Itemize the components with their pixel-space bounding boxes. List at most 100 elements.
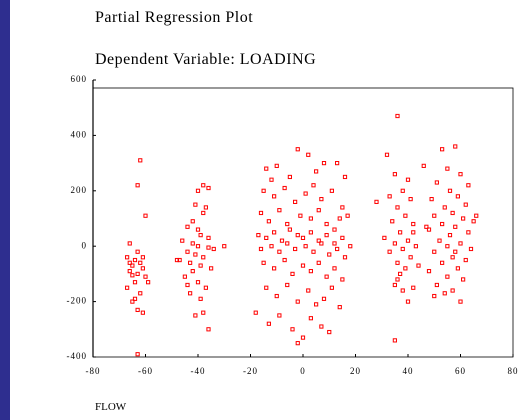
point — [138, 158, 143, 163]
point — [285, 282, 290, 288]
point — [132, 296, 138, 301]
point — [282, 257, 287, 263]
point — [201, 310, 206, 315]
point — [466, 230, 471, 235]
point — [390, 219, 395, 224]
point — [458, 299, 463, 304]
point — [447, 188, 453, 193]
point — [195, 244, 201, 249]
point — [471, 219, 476, 224]
point — [426, 269, 432, 274]
point — [311, 249, 316, 254]
point — [400, 246, 405, 252]
point — [193, 202, 198, 207]
point — [211, 246, 216, 252]
point — [314, 169, 319, 174]
chart-title: Partial Regression Plot — [95, 9, 253, 26]
point — [195, 280, 201, 285]
point — [308, 230, 313, 235]
point — [182, 274, 187, 279]
point — [290, 271, 295, 276]
point — [306, 152, 311, 157]
point — [201, 183, 206, 188]
point — [327, 329, 332, 335]
y-tick-label: -200 — [67, 296, 88, 306]
point — [440, 221, 445, 227]
point — [395, 260, 400, 265]
point — [400, 188, 405, 193]
point — [146, 280, 151, 285]
point — [319, 197, 324, 202]
point — [272, 194, 277, 199]
point — [298, 213, 303, 218]
point — [290, 327, 295, 332]
point — [198, 233, 203, 238]
point — [450, 288, 455, 293]
point — [398, 230, 403, 235]
point — [203, 285, 208, 290]
point — [392, 282, 397, 288]
point — [335, 161, 340, 166]
point — [463, 257, 468, 263]
x-tick-label: -20 — [243, 366, 258, 376]
point — [264, 235, 269, 240]
point — [337, 305, 342, 310]
point — [450, 210, 455, 216]
point — [455, 266, 460, 271]
point — [261, 260, 266, 265]
point — [403, 213, 408, 218]
point — [201, 255, 206, 260]
point — [437, 238, 442, 243]
point — [440, 147, 445, 152]
point — [324, 221, 329, 227]
point — [442, 205, 447, 210]
point — [185, 224, 190, 229]
point — [329, 285, 334, 290]
point — [398, 271, 403, 276]
point — [143, 274, 148, 279]
point — [395, 277, 400, 282]
point — [332, 266, 337, 271]
point — [306, 288, 311, 293]
point — [195, 188, 201, 193]
x-tick-label: -80 — [86, 366, 101, 376]
point — [135, 271, 140, 276]
point — [426, 227, 432, 232]
point — [408, 197, 413, 202]
point — [382, 235, 387, 240]
point — [279, 238, 285, 243]
point — [411, 285, 416, 290]
point — [135, 183, 140, 188]
point — [185, 249, 190, 254]
point — [140, 310, 145, 315]
y-tick-label: -400 — [67, 351, 88, 361]
point — [405, 238, 411, 243]
point — [335, 246, 340, 252]
point — [274, 293, 279, 299]
point — [308, 269, 313, 274]
point — [127, 260, 132, 265]
point — [311, 183, 316, 188]
point — [201, 210, 206, 216]
point — [321, 161, 327, 166]
point — [193, 313, 198, 318]
point — [264, 166, 269, 171]
point — [295, 233, 300, 238]
point — [253, 310, 258, 315]
point — [277, 249, 282, 254]
point — [445, 244, 450, 249]
point — [395, 113, 400, 119]
point — [125, 285, 130, 290]
point — [132, 257, 138, 263]
point — [392, 338, 397, 343]
point — [295, 341, 300, 346]
point — [387, 249, 392, 254]
point — [293, 199, 298, 204]
point — [429, 197, 434, 202]
x-tick-label: -40 — [191, 366, 206, 376]
point — [447, 233, 453, 238]
point — [413, 244, 418, 249]
y-tick-label: 600 — [71, 74, 88, 84]
x-tick-label: 0 — [300, 366, 306, 376]
x-tick-label: 20 — [350, 366, 361, 376]
